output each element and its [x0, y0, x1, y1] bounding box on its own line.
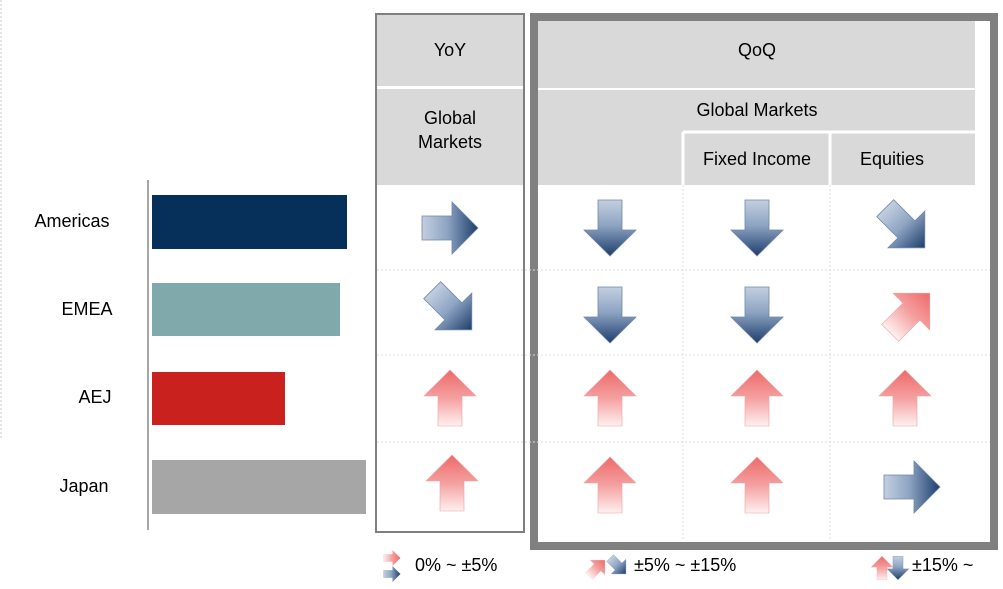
arrow	[413, 271, 491, 349]
arrow	[878, 369, 932, 427]
yoy-frame	[375, 13, 525, 533]
bar	[152, 372, 285, 425]
subheader-qoq-global: Global Markets	[696, 100, 817, 120]
header-qoq: QoQ	[738, 40, 776, 60]
legend-arrow	[383, 550, 401, 566]
arrow	[583, 456, 637, 514]
subheader-fixed-income: Fixed Income	[703, 149, 811, 169]
arrow	[425, 454, 479, 512]
arrow	[883, 460, 941, 514]
row-label: Americas	[34, 211, 109, 231]
arrow	[421, 201, 479, 255]
arrow	[730, 286, 784, 344]
legend-label: 0% ~ ±5%	[415, 555, 497, 575]
legend-label: ±5% ~ ±15%	[634, 555, 736, 575]
qoq-frame	[530, 13, 998, 550]
header-cell	[376, 14, 524, 86]
arrow	[866, 189, 944, 267]
arrow	[730, 199, 784, 257]
legend-arrow	[886, 556, 910, 580]
row-label: Japan	[59, 476, 108, 496]
arrow	[583, 199, 637, 257]
subheader-yoy-global: Global Markets	[417, 108, 482, 152]
header-cell	[538, 21, 975, 88]
bar	[152, 195, 347, 249]
arrow	[730, 369, 784, 427]
legend-arrow	[870, 556, 894, 580]
arrow	[423, 369, 477, 427]
subheader-wrap: Global Markets	[417, 108, 482, 152]
legend-arrow	[602, 550, 634, 582]
arrow	[730, 456, 784, 514]
legend-arrow	[383, 566, 401, 582]
row-label: EMEA	[61, 299, 112, 319]
row-label: AEJ	[78, 387, 111, 407]
header-cell	[538, 90, 975, 185]
header-yoy: YoY	[434, 40, 466, 60]
bar	[152, 283, 340, 336]
subheader-equities: Equities	[860, 149, 924, 169]
arrow	[871, 274, 949, 352]
arrow	[583, 369, 637, 427]
legend-label: ±15% ~	[912, 555, 973, 575]
header-cell	[376, 89, 524, 185]
bar	[152, 460, 366, 514]
arrow	[583, 286, 637, 344]
legend-arrow	[581, 552, 613, 584]
